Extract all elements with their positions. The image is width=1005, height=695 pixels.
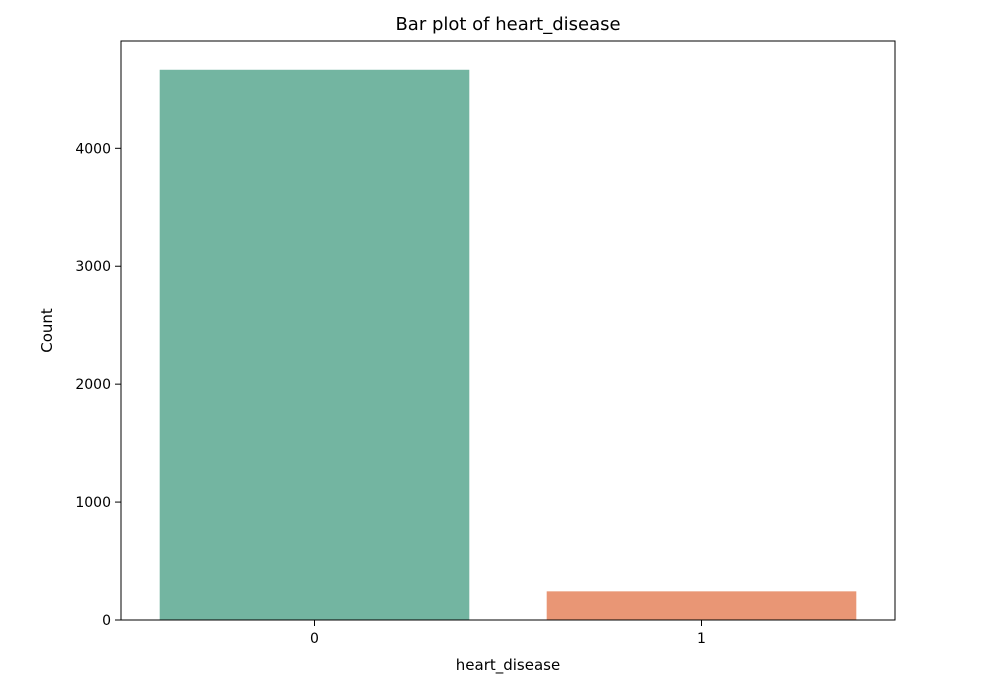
x-axis-label: heart_disease	[456, 656, 560, 675]
y-axis-label: Count	[38, 308, 56, 353]
chart-title: Bar plot of heart_disease	[395, 14, 620, 35]
y-axis: 0 1000 2000 3000 4000	[75, 141, 121, 629]
bar-1	[546, 591, 857, 620]
y-tick-label: 2000	[75, 377, 111, 393]
bar-0	[159, 69, 470, 620]
bars-layer	[159, 69, 857, 620]
plot-frame	[120, 40, 896, 621]
x-tick-label: 0	[310, 631, 319, 647]
y-tick-label: 3000	[75, 259, 111, 275]
y-tick-label: 4000	[75, 141, 111, 157]
y-tick-label: 0	[102, 613, 111, 629]
y-tick-label: 1000	[75, 495, 111, 511]
x-tick-label: 1	[697, 631, 706, 647]
